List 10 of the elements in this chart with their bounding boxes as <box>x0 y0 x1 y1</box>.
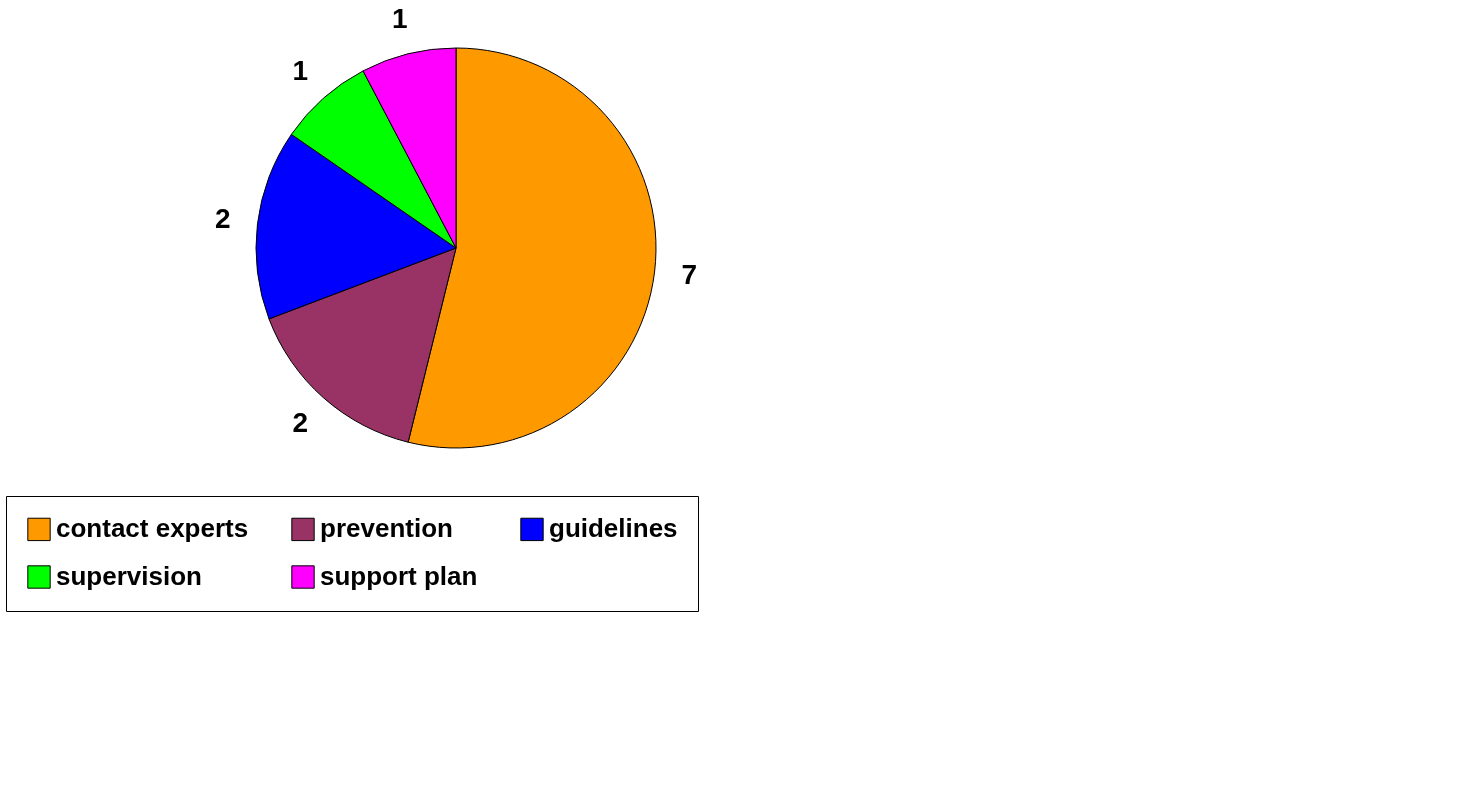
legend-label: prevention <box>320 513 453 544</box>
data-label: 2 <box>214 202 231 234</box>
legend-label: guidelines <box>549 513 678 544</box>
data-label: 1 <box>292 55 308 87</box>
legend-label: support plan <box>320 561 478 591</box>
legend-label: supervision <box>56 561 202 591</box>
data-label: 2 <box>292 406 308 438</box>
data-label: 1 <box>391 2 408 34</box>
legend-label: contact experts <box>56 513 249 544</box>
data-label: 7 <box>681 259 698 291</box>
